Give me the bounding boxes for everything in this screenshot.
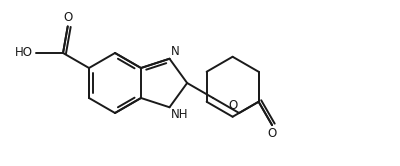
Text: O: O <box>268 127 277 140</box>
Text: O: O <box>229 99 238 112</box>
Text: NH: NH <box>170 108 188 121</box>
Text: O: O <box>63 11 72 24</box>
Text: HO: HO <box>15 46 33 59</box>
Text: N: N <box>170 45 179 58</box>
